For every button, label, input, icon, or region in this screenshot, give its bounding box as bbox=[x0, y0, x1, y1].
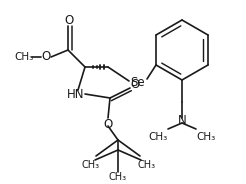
Text: Se: Se bbox=[131, 75, 145, 89]
Text: O: O bbox=[130, 77, 140, 91]
Text: HN: HN bbox=[67, 89, 85, 102]
Text: CH₃: CH₃ bbox=[14, 52, 34, 62]
Text: CH₃: CH₃ bbox=[109, 172, 127, 182]
Text: CH₃: CH₃ bbox=[82, 160, 100, 170]
Text: N: N bbox=[178, 114, 186, 128]
Text: CH₃: CH₃ bbox=[138, 160, 156, 170]
Text: O: O bbox=[41, 50, 51, 63]
Text: O: O bbox=[103, 118, 113, 130]
Text: CH₃: CH₃ bbox=[148, 132, 168, 142]
Text: O: O bbox=[64, 13, 74, 26]
Text: CH₃: CH₃ bbox=[196, 132, 216, 142]
